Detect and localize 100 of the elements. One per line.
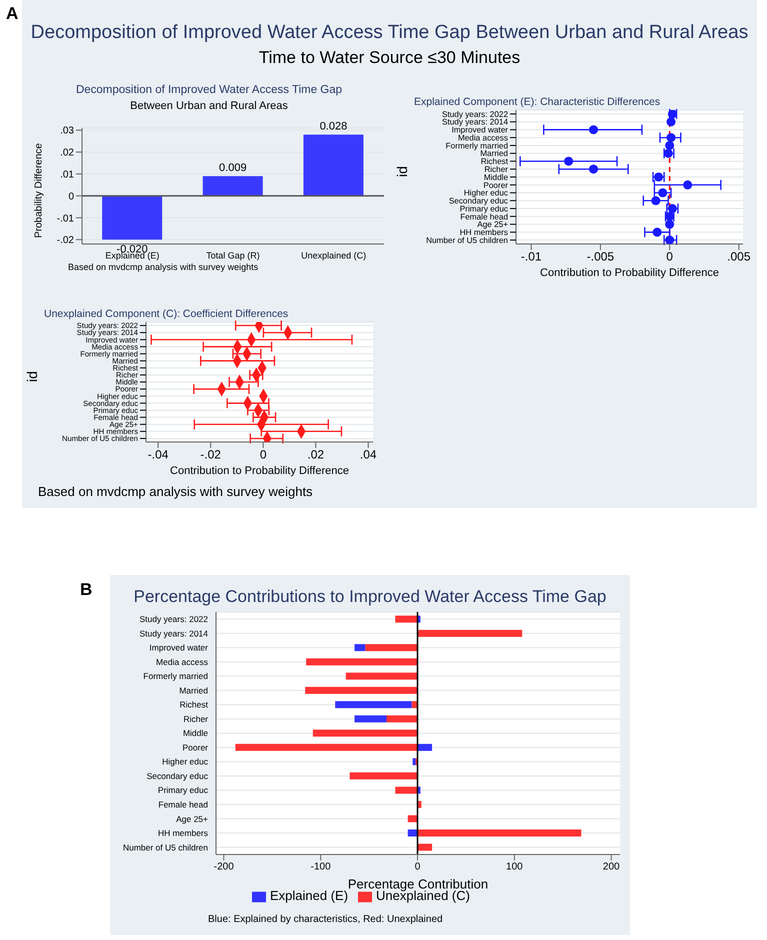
y-tick-label: Richer [183,714,208,724]
y-tick-label: Middle [182,728,208,738]
text: Decomposition of Improved Water Access Time Gap Between Urban and Rural Areas [30,22,750,44]
y-tick-label: -.01 [56,213,74,224]
legend-label: Explained (E) [270,888,348,904]
x-tick-label: Unexplained (C) [301,250,366,260]
y-tick-label: -.02 [56,235,74,246]
x-tick-label: .005 [727,250,751,264]
chart-title: Explained Component (E): Characteristic Differences [414,96,662,108]
chart-subtitle: Between Urban and Rural Areas [129,100,289,112]
y-tick-label: HH members [158,828,208,838]
bar [408,815,418,822]
y-tick-label: Secondary educ [448,196,508,206]
x-tick-label: 200 [602,862,620,873]
text: Blue: Explained by characteristics, Red: Unexplained [208,914,443,925]
y-tick-label: Study years: 2022 [139,614,208,624]
y-tick-label: Media access [458,133,508,142]
y-tick-label: Study years: 2014 [442,118,508,127]
y-tick-label: Study years: 2014 [139,628,208,638]
y-tick-label: Improved water [149,642,208,653]
data-label: 0.028 [320,120,348,133]
point [683,180,692,190]
y-tick-label: Number of U5 children [122,842,208,852]
y-tick-label: Formerly married [143,671,208,682]
point [652,228,662,237]
x-tick-label: .04 [360,448,377,462]
y-tick-label: .03 [60,126,74,137]
y-axis-title: id [394,166,410,177]
y-tick-label: 0 [68,191,74,202]
y-tick-label: Married [480,149,508,158]
bar [418,844,432,851]
x-tick-label: -200 [214,862,234,873]
bar [303,134,364,196]
point [651,196,660,206]
bar [312,730,418,737]
text: Based on mvdcmp analysis with survey weights [38,484,313,499]
y-tick-label: Middle [484,172,508,182]
bar [418,829,582,836]
y-tick-label: Female head [158,800,208,810]
y-tick-label: Higher educ [162,756,209,767]
y-tick-label: Improved water [452,126,508,135]
x-tick-label: 0 [260,448,267,462]
bar [235,744,418,751]
text: Time to Water Source ≤30 Minutes [258,48,522,68]
y-tick-label: Primary educ [158,785,209,796]
y-tick-label: .02 [60,148,74,159]
y-tick-label: Secondary educ [146,770,209,781]
y-tick-label: Age 25+ [176,814,208,824]
bar [346,672,418,680]
bar [412,758,416,766]
x-tick-label: 0 [414,862,421,873]
bar [418,744,432,751]
x-tick-label: -.01 [520,250,542,264]
point [658,188,668,198]
bar [354,715,387,722]
x-tick-label: -.02 [200,448,222,462]
y-tick-label: Female head [460,212,508,222]
y-tick-label: Media access [156,656,208,667]
x-tick-label: Total Gap (R) [206,250,260,260]
y-tick-label: Study years: 2022 [442,110,508,119]
bar [350,772,418,780]
y-tick-label: Richest [180,700,209,710]
chart-title: Unexplained Component (C): Coefficient Differences [44,308,290,320]
point [666,117,676,126]
bar [306,658,418,666]
x-tick-label: -.04 [148,448,169,462]
x-axis-title: Percentage Contribution [348,876,488,892]
bar [102,196,162,240]
point [589,125,598,134]
x-axis-title: Contribution to Probability Difference [170,465,349,477]
x-tick-label: 100 [506,862,524,873]
y-tick-label: Primary educ [460,204,508,214]
y-tick-label: Richest [480,157,509,166]
bar [395,616,418,623]
x-tick-label: .02 [307,448,324,462]
bar [408,829,418,836]
y-tick-label: Age 25+ [477,220,508,230]
y-tick-label: .01 [60,170,74,181]
bar [305,686,418,694]
x-axis-title: Contribution to Probability Difference [540,267,719,279]
text: Based on mvdcmp analysis with survey weights [68,262,260,272]
y-tick-label: Higher educ [464,188,508,198]
point [665,220,674,229]
bar [412,701,418,708]
y-tick-label: Richer [484,164,508,174]
bar [354,644,366,652]
y-tick-label: Married [179,685,208,696]
x-tick-label: 0 [666,250,674,264]
y-axis-title: Probability Difference [34,142,45,238]
bar [365,644,418,652]
point [564,156,574,166]
chart-title: Percentage Contributions to Improved Water Access Time Gap [132,587,608,607]
y-tick-label: HH members [460,228,508,238]
bar [202,176,263,196]
point [589,164,598,174]
point [665,236,674,244]
bar [335,701,412,708]
bar [418,630,522,637]
chart-title: Decomposition of Improved Water Access Time Gap [74,84,344,96]
x-tick-label: -100 [310,862,332,873]
